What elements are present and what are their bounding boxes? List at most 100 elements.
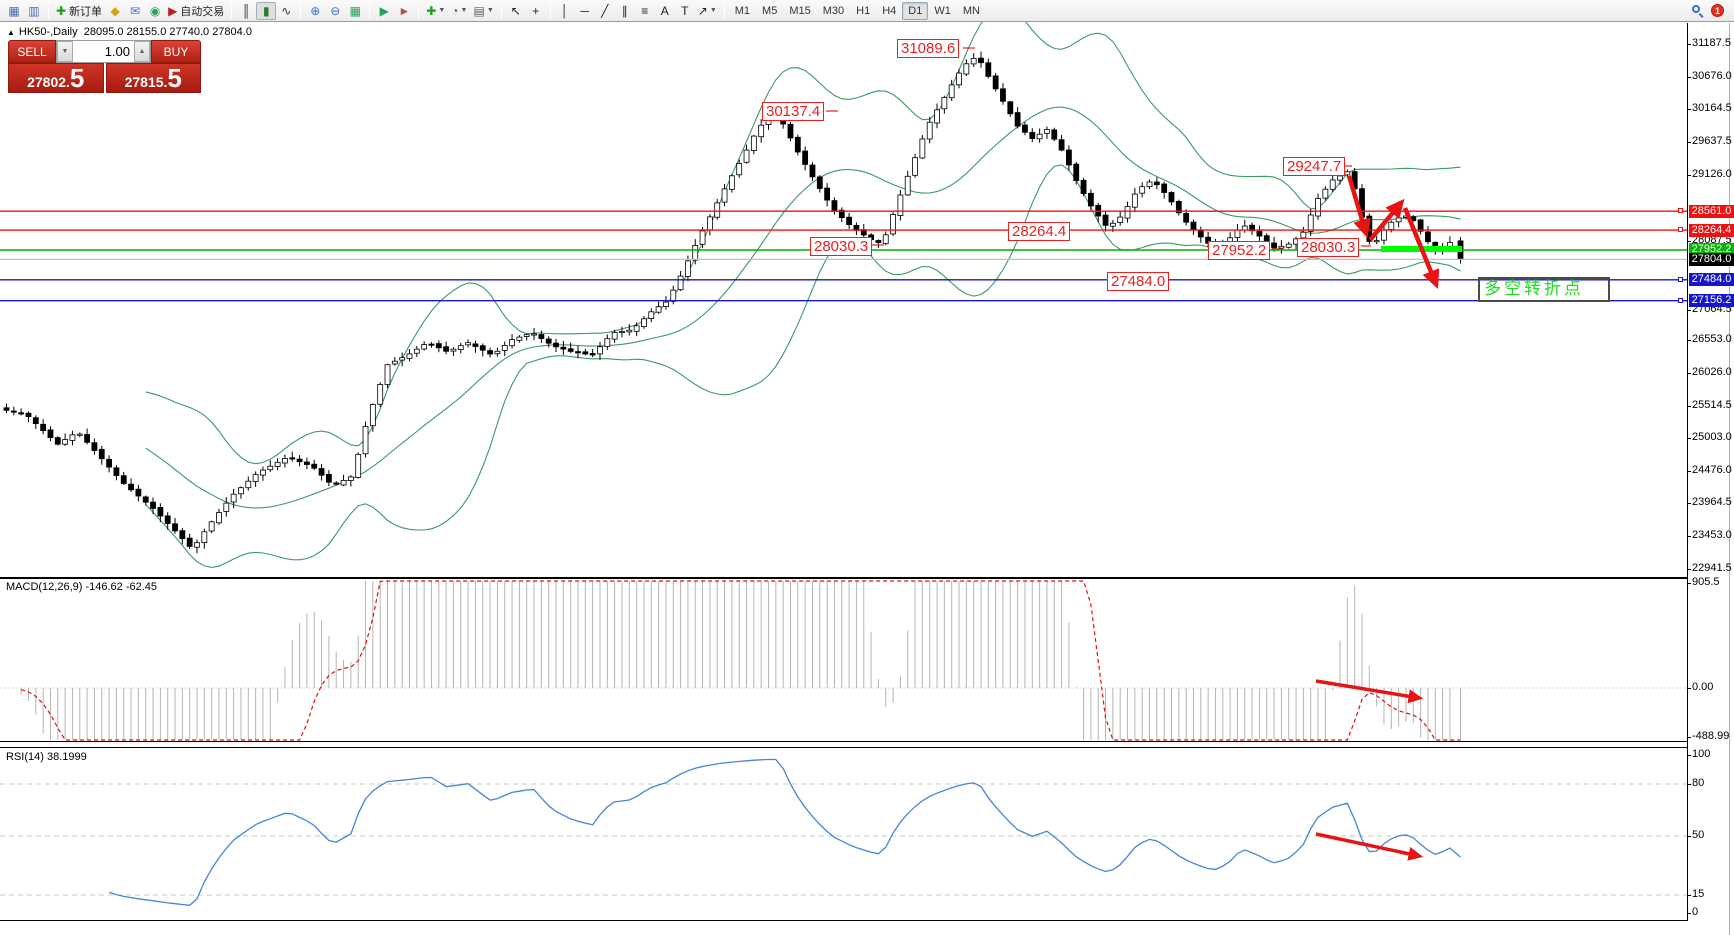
price-level-tag: 27156.2 xyxy=(1689,294,1734,308)
auto-scroll-icon[interactable]: ▶ xyxy=(374,2,394,20)
timeframe-h1[interactable]: H1 xyxy=(856,4,871,17)
bar-chart-icon[interactable]: ║ xyxy=(236,2,256,20)
notification-badge[interactable]: 1 xyxy=(1711,4,1724,17)
signals-icon[interactable]: ◉ xyxy=(145,2,165,20)
timeframe-m15[interactable]: M15 xyxy=(789,4,811,17)
new-order-icon[interactable]: ✚ 新订单 xyxy=(53,2,105,20)
main-toolbar: ▦ ▥ ✚ 新订单 ◆ ✉ ◉ ▶ 自动交易 ║ ▮ ∿ ⊕ ⊖ ▦ ▶ ► ✚ ▼ ◔ ▼ ▤ ▼ ↖ + │ ─ ╱ ∥ ≡ A T ↗ ▼ M… xyxy=(0,0,1734,22)
history-center-icon[interactable]: ◆ xyxy=(105,2,125,20)
sell-price[interactable]: 27802. 5 xyxy=(8,63,104,93)
new-order-icon-label: 新订单 xyxy=(69,5,103,18)
line-anchor-handle[interactable] xyxy=(1678,227,1683,233)
price-axis-tick-mark xyxy=(1687,438,1691,439)
price-axis-tick-mark xyxy=(1687,373,1691,374)
horizontal-line-icon[interactable]: ─ xyxy=(575,2,595,20)
arrows-tool-icon: ↗ xyxy=(697,3,708,18)
mailbox-icon: ✉ xyxy=(130,3,141,18)
chart-shift-icon[interactable]: ► xyxy=(394,2,414,20)
buy-button[interactable]: BUY xyxy=(151,40,201,63)
timeframe-m30[interactable]: M30 xyxy=(822,4,845,17)
price-callout-label[interactable]: 30137.4 xyxy=(762,102,825,121)
indicators-icon-dropdown-caret[interactable]: ▼ xyxy=(438,7,446,14)
cursor-icon[interactable]: ↖ xyxy=(506,2,526,20)
trendline-icon[interactable]: ╱ xyxy=(595,2,615,20)
indicators-icon[interactable]: ✚ ▼ xyxy=(423,2,448,20)
buy-price[interactable]: 27815. 5 xyxy=(105,63,201,93)
search-lens xyxy=(1692,5,1700,13)
volume-stepper: ▼ 1.00 ▲ xyxy=(56,40,151,63)
timeframe-h4[interactable]: H4 xyxy=(882,4,897,17)
candlestick-chart-icon[interactable]: ▮ xyxy=(256,1,277,20)
window-right-edge xyxy=(1729,23,1730,935)
text-label-icon[interactable]: T xyxy=(675,2,695,20)
rsi-axis-tick-mark xyxy=(1687,836,1691,837)
chart-shift-icon: ► xyxy=(398,3,411,18)
volume-increase-button[interactable]: ▲ xyxy=(134,41,150,62)
macd-label: MACD(12,26,9) -146.62 -62.45 xyxy=(6,581,158,593)
toolbar-separator xyxy=(549,2,551,19)
timeframe-mn[interactable]: MN xyxy=(962,4,980,17)
cursor-icon: ↖ xyxy=(510,3,521,18)
line-anchor-handle[interactable] xyxy=(1678,208,1683,214)
templates-icon-dropdown-caret[interactable]: ▼ xyxy=(486,7,494,14)
chart-window: ▲ HK50-,Daily 28095.0 28155.0 27740.0 278… xyxy=(0,7,1734,935)
toolbar-separator xyxy=(418,2,420,19)
toolbar-separator xyxy=(723,2,725,19)
line-chart-icon[interactable]: ∿ xyxy=(276,2,296,20)
autotrading-icon[interactable]: ▶ 自动交易 xyxy=(165,2,227,20)
price-axis-tick-mark xyxy=(1687,109,1691,110)
rsi-axis-tick: 100 xyxy=(1692,748,1711,760)
volume-value[interactable]: 1.00 xyxy=(104,44,130,59)
sell-button[interactable]: SELL xyxy=(8,40,56,63)
ohlc-readout: 28095.0 28155.0 27740.0 27804.0 xyxy=(83,26,252,38)
price-axis-line xyxy=(1687,23,1688,921)
timeframe-m5[interactable]: M5 xyxy=(762,4,778,17)
chart-profile-icon[interactable]: ▥ xyxy=(24,2,44,20)
fibonacci-icon[interactable]: ≡ xyxy=(635,2,655,20)
price-callout-label[interactable]: 27952.2 xyxy=(1208,241,1271,260)
fibonacci-icon: ≡ xyxy=(641,3,649,18)
price-callout-label[interactable]: 27484.0 xyxy=(1107,272,1170,291)
periods-icon[interactable]: ◔ ▼ xyxy=(448,2,470,20)
search-handle xyxy=(1698,13,1704,18)
timeframe-d1[interactable]: D1 xyxy=(902,1,929,20)
timeframe-w1[interactable]: W1 xyxy=(934,4,951,17)
arrows-tool-icon-dropdown-caret[interactable]: ▼ xyxy=(709,7,717,14)
templates-icon[interactable]: ▤ ▼ xyxy=(470,2,496,20)
timeframe-m1[interactable]: M1 xyxy=(734,4,751,17)
price-axis-tick-mark xyxy=(1687,77,1691,78)
price-callout-label[interactable]: 31089.6 xyxy=(897,39,960,58)
price-callout-label[interactable]: 28264.4 xyxy=(1008,222,1071,241)
vertical-line-icon[interactable]: │ xyxy=(555,2,575,20)
vertical-line-icon: │ xyxy=(561,3,569,18)
zoom-out-icon[interactable]: ⊖ xyxy=(325,2,345,20)
text-tool-icon[interactable]: A xyxy=(655,2,675,20)
periods-icon-dropdown-caret[interactable]: ▼ xyxy=(460,7,468,14)
volume-decrease-button[interactable]: ▼ xyxy=(57,41,73,62)
line-anchor-handle[interactable] xyxy=(1678,297,1683,303)
price-axis-tick-mark xyxy=(1687,406,1691,407)
new-chart-icon[interactable]: ▦ xyxy=(4,2,24,20)
arrows-tool-icon[interactable]: ↗ ▼ xyxy=(695,2,720,20)
line-anchor-handle[interactable] xyxy=(1678,276,1683,282)
zoom-in-icon[interactable]: ⊕ xyxy=(305,2,325,20)
price-callout-label[interactable]: 28030.3 xyxy=(1297,238,1360,257)
collapse-arrow-icon[interactable]: ▲ xyxy=(7,28,15,37)
price-axis-tick-mark xyxy=(1687,471,1691,472)
price-axis-tick-mark xyxy=(1687,569,1691,570)
price-callout-label[interactable]: 28030.3 xyxy=(810,237,873,256)
price-callout-label[interactable]: 29247.7 xyxy=(1283,157,1346,176)
search-icon[interactable] xyxy=(1692,5,1704,18)
price-axis-tick-mark xyxy=(1687,503,1691,504)
equidistant-channel-icon[interactable]: ∥ xyxy=(615,2,635,20)
price-axis-tick: 23964.5 xyxy=(1692,496,1732,508)
rsi-axis-tick-mark xyxy=(1687,895,1691,896)
crosshair-icon[interactable]: + xyxy=(526,2,546,20)
tile-windows-icon[interactable]: ▦ xyxy=(345,2,365,20)
annotation-text-box[interactable]: 多空转折点 xyxy=(1478,277,1610,302)
mailbox-icon[interactable]: ✉ xyxy=(125,2,145,20)
price-axis-tick: 22941.5 xyxy=(1692,562,1732,574)
macd-axis-tick: 0.00 xyxy=(1692,681,1714,693)
